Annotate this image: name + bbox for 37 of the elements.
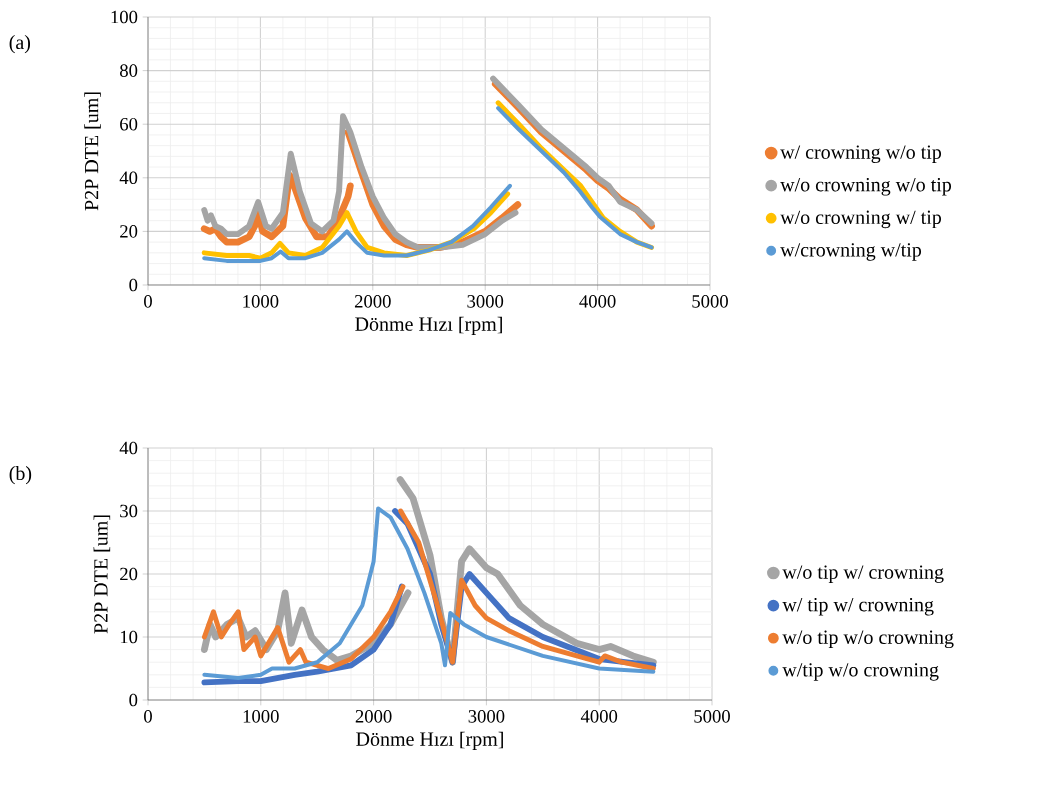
text: (b) <box>9 466 32 485</box>
y-axis-title: P2P DTE [um] <box>93 515 111 634</box>
legend-label: w/o crowning w/ tip <box>780 210 942 229</box>
x-tick-label: 5000 <box>694 710 730 723</box>
legend-label: w/o tip w/o crowning <box>782 630 954 649</box>
x-tick-label: 2000 <box>355 710 392 723</box>
text: (a) <box>9 35 31 54</box>
x-tick-label: 4000 <box>579 295 616 308</box>
x-tick-label: 5000 <box>692 295 728 308</box>
legend-label: w/ crowning w/o tip <box>780 145 942 163</box>
legend-label: w/crowning w/tip <box>780 243 922 261</box>
y-tick-label: 80 <box>120 64 138 77</box>
y-tick-label: 0 <box>129 693 138 707</box>
legend-label: w/tip w/o crowning <box>782 663 939 681</box>
y-tick-label: 20 <box>120 567 138 581</box>
y-tick-label: 40 <box>119 171 138 185</box>
x-axis-title: Dönme Hızı [rpm] <box>356 731 503 750</box>
x-tick-label: 1000 <box>243 295 279 308</box>
y-tick-label: 10 <box>120 630 138 644</box>
y-tick-label: 0 <box>129 278 138 292</box>
y-tick-label: 40 <box>119 441 138 455</box>
x-axis-title: Dönme Hızı [rpm] <box>355 316 502 335</box>
x-tick-label: 1000 <box>243 710 279 723</box>
y-tick-label: 100 <box>111 10 138 24</box>
y-tick-label: 20 <box>120 225 138 238</box>
y-tick-label: 60 <box>120 117 138 131</box>
x-tick-label: 2000 <box>354 295 391 308</box>
legend-label: w/o crowning w/o tip <box>780 178 952 196</box>
x-tick-label: 0 <box>144 295 152 308</box>
legend-label: w/o tip w/ crowning <box>782 565 944 583</box>
y-axis-title: P2P DTE [um] <box>84 92 101 211</box>
x-tick-label: 3000 <box>468 710 505 723</box>
y-tick-label: 30 <box>120 504 138 518</box>
x-tick-label: 3000 <box>467 295 504 308</box>
x-tick-label: 0 <box>144 710 152 723</box>
legend-label: w/ tip w/ crowning <box>782 597 934 616</box>
x-tick-label: 4000 <box>580 710 618 723</box>
